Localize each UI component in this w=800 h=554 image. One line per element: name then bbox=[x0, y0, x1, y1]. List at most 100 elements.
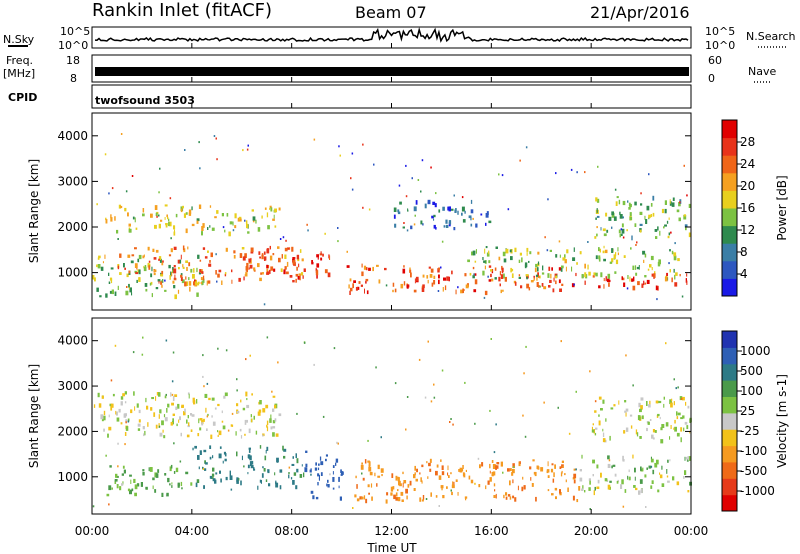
echo-cell bbox=[589, 370, 591, 373]
echo-cell bbox=[317, 257, 319, 260]
echo-cell bbox=[130, 479, 132, 484]
colorbar-tick-label: 500 bbox=[740, 364, 763, 378]
echo-cell bbox=[127, 418, 130, 422]
echo-cell bbox=[438, 279, 440, 285]
freq-strip: Freq. [MHz] 18 8 60 0 Nave bbox=[3, 54, 776, 85]
echo-cell bbox=[629, 216, 633, 221]
echo-cell bbox=[415, 200, 418, 205]
colorbar-tick-label: 100 bbox=[740, 384, 763, 398]
echo-cell bbox=[676, 416, 679, 420]
echo-cell bbox=[640, 397, 644, 401]
colorbar-segment bbox=[722, 137, 737, 156]
echo-cell bbox=[338, 476, 340, 482]
echo-cell bbox=[427, 279, 429, 284]
echo-cell bbox=[186, 267, 188, 271]
echo-cell bbox=[611, 258, 614, 263]
echo-cell bbox=[166, 214, 168, 218]
echo-cell bbox=[620, 484, 623, 489]
echo-cell bbox=[242, 149, 244, 152]
echo-cell bbox=[611, 226, 613, 229]
echo-cell bbox=[598, 396, 602, 400]
echo-cell bbox=[255, 430, 258, 435]
echo-cell bbox=[188, 422, 190, 426]
echo-cell bbox=[434, 203, 437, 208]
echo-cell bbox=[174, 229, 175, 232]
echo-cell bbox=[111, 487, 113, 490]
colorbar-tick-label: 28 bbox=[740, 135, 755, 149]
echo-cell bbox=[587, 241, 589, 243]
echo-cell bbox=[360, 284, 363, 287]
echo-cell bbox=[164, 395, 167, 399]
echo-cell bbox=[608, 459, 611, 462]
echo-cell bbox=[247, 231, 250, 234]
echo-cell bbox=[592, 275, 595, 278]
echo-cell bbox=[296, 254, 300, 260]
echo-cell bbox=[634, 265, 637, 270]
echo-cell bbox=[168, 218, 170, 222]
echo-cell bbox=[211, 473, 215, 477]
echo-cell bbox=[669, 201, 672, 206]
echo-cell bbox=[148, 467, 150, 472]
echo-cell bbox=[225, 247, 228, 252]
echo-cell bbox=[110, 278, 113, 284]
echo-cell bbox=[680, 417, 683, 420]
echo-cell bbox=[97, 257, 100, 260]
echo-cell bbox=[500, 274, 504, 279]
echo-cell bbox=[521, 257, 523, 263]
colorbar-segment bbox=[722, 331, 737, 348]
echo-cell bbox=[683, 214, 686, 217]
echo-cell bbox=[599, 248, 601, 253]
echo-cell bbox=[110, 405, 113, 411]
echo-cell bbox=[168, 264, 171, 269]
echo-cell bbox=[175, 467, 179, 473]
echo-cell bbox=[313, 138, 316, 141]
echo-cell bbox=[660, 427, 663, 431]
echo-cell bbox=[522, 476, 524, 480]
echo-cell bbox=[374, 472, 376, 477]
echo-cell bbox=[131, 254, 135, 257]
echo-cell bbox=[561, 265, 564, 269]
echo-cell bbox=[365, 267, 368, 271]
echo-cell bbox=[123, 413, 127, 418]
echo-cell bbox=[602, 399, 605, 404]
echo-cell bbox=[114, 480, 117, 484]
echo-cell bbox=[413, 206, 417, 212]
echo-cell bbox=[498, 256, 501, 261]
x-axis-ticks: 00:00 04:00 08:00 12:00 16:00 20:00 00:00 bbox=[75, 43, 708, 538]
echo-cell bbox=[679, 274, 681, 277]
echo-cell bbox=[637, 415, 641, 421]
echo-cell bbox=[491, 278, 494, 282]
echo-cell bbox=[674, 426, 677, 432]
echo-cell bbox=[122, 393, 125, 397]
echo-cell bbox=[187, 392, 190, 395]
echo-cell bbox=[487, 275, 489, 278]
echo-cell bbox=[217, 434, 219, 437]
echo-cell bbox=[669, 459, 671, 462]
echo-cell bbox=[295, 278, 297, 283]
echo-cell bbox=[686, 425, 689, 430]
echo-cell bbox=[403, 265, 405, 268]
beam-title: Beam 07 bbox=[355, 3, 427, 22]
echo-cell bbox=[101, 419, 104, 422]
echo-cell bbox=[362, 477, 365, 481]
echo-cell bbox=[538, 285, 540, 288]
echo-cell bbox=[150, 281, 153, 285]
echo-cell bbox=[191, 223, 195, 227]
echo-cell bbox=[553, 472, 555, 478]
echo-cell bbox=[360, 464, 364, 470]
echo-cell bbox=[133, 391, 135, 396]
echo-cell bbox=[637, 281, 640, 286]
echo-cell bbox=[231, 269, 233, 273]
echo-cell bbox=[385, 284, 388, 287]
echo-cell bbox=[199, 427, 202, 431]
echo-cell bbox=[635, 244, 637, 246]
echo-cell bbox=[538, 275, 540, 278]
echo-cell bbox=[290, 477, 293, 480]
echo-cell bbox=[457, 286, 459, 289]
echo-cell bbox=[605, 418, 607, 422]
echo-cell bbox=[155, 396, 157, 401]
echo-cell bbox=[603, 258, 606, 262]
echo-cell bbox=[363, 495, 366, 500]
echo-cell bbox=[230, 424, 233, 427]
echo-cell bbox=[203, 418, 205, 422]
